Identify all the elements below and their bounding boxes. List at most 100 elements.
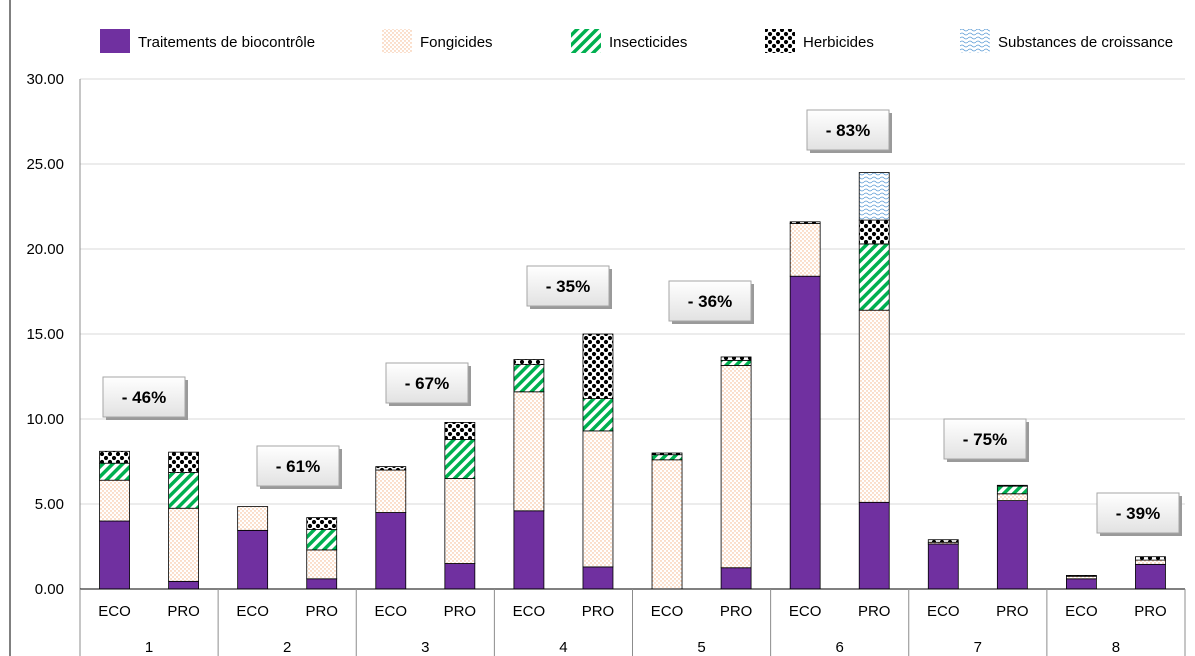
bar-segment-dots-dark <box>513 359 545 365</box>
x-group-label: 5 <box>697 639 705 656</box>
legend-swatch-dots-light <box>382 29 412 53</box>
bar-segment-dots-light <box>375 469 407 513</box>
bar-segment-stripes <box>720 359 752 366</box>
bar-segment-stripes <box>582 398 614 432</box>
bar-segment-dots-light <box>720 365 752 569</box>
bar-segment-stripes <box>996 485 1028 495</box>
bar-segment-dots-dark <box>306 517 338 530</box>
bar-segment-dots-light <box>789 223 821 277</box>
legend-swatch-stripes <box>571 29 601 53</box>
bar-segment-solid <box>996 500 1028 590</box>
bar-segment-dots-light <box>996 493 1028 501</box>
bar-segment-dots-dark <box>1135 556 1166 561</box>
bar-segment-dots-light <box>444 478 476 564</box>
x-group-label: 4 <box>559 639 567 656</box>
bar-segment-solid <box>720 567 752 590</box>
bar-segment-dots-dark <box>582 333 614 399</box>
bar-segment-solid <box>168 580 199 590</box>
bar-segment-dots-light <box>99 479 130 522</box>
bar-segment-dots-dark <box>858 219 890 245</box>
x-subcategory-label: PRO <box>582 603 615 620</box>
bar-segment-solid <box>1066 578 1097 590</box>
x-subcategory-label: PRO <box>858 603 891 620</box>
bar-segment-solid <box>237 529 269 590</box>
bar-segment-dots-light <box>1135 559 1166 565</box>
reduction-callouts: - 46% - 61% - 67% - 35% - 36% - 83% - 75% - 39% <box>102 109 1182 536</box>
legend-swatch-solid <box>100 29 130 53</box>
bar-segment-dots-light <box>582 430 614 568</box>
callout-label: - 61% <box>276 457 320 476</box>
legend-label: Herbicides <box>803 34 874 51</box>
bar-segment-solid <box>1135 563 1166 590</box>
bar-segment-dots-dark <box>927 539 959 543</box>
callout-box <box>1096 492 1180 534</box>
legend-label: Substances de croissance <box>998 34 1173 51</box>
x-group-label: 7 <box>974 639 982 656</box>
callout-box <box>102 376 186 418</box>
bar-segment-dots-light <box>237 506 269 531</box>
x-axis: ECO PRO ECO PRO ECO PRO ECO PRO ECO PRO ECO PRO ECO P… <box>79 588 1186 656</box>
bar-segment-stripes <box>99 462 130 481</box>
bar-segment-stripes <box>168 472 199 509</box>
bar-segment-dots-dark <box>444 421 476 440</box>
callout-label: - 36% <box>688 292 732 311</box>
x-subcategory-label: ECO <box>1065 603 1098 620</box>
x-group-label: 1 <box>145 639 153 656</box>
x-subcategory-label: ECO <box>651 603 684 620</box>
bar-segment-dots-dark <box>99 450 130 464</box>
bar-segment-dots-dark <box>168 451 199 473</box>
callout-box <box>256 445 340 487</box>
x-subcategory-label: PRO <box>167 603 200 620</box>
y-tick-label: 5.00 <box>35 496 64 513</box>
bar-segment-dots-dark <box>789 221 821 224</box>
bar-segment-stripes <box>858 243 890 311</box>
x-group-label: 6 <box>836 639 844 656</box>
legend-label: Insecticides <box>609 34 687 51</box>
bar-segment-dots-dark <box>720 356 752 361</box>
bar-segment-dots-light <box>168 507 199 582</box>
bar-segment-dots-light <box>513 391 545 512</box>
x-subcategory-label: PRO <box>996 603 1029 620</box>
bar-segment-stripes <box>306 529 338 551</box>
legend-swatch-waves <box>960 29 990 53</box>
x-group-label: 3 <box>421 639 429 656</box>
y-tick-label: 30.00 <box>26 71 64 88</box>
x-subcategory-label: PRO <box>720 603 753 620</box>
callout-box <box>385 362 469 404</box>
bar-segment-stripes <box>651 454 683 461</box>
x-subcategory-label: ECO <box>513 603 546 620</box>
bar-segment-solid <box>927 543 959 590</box>
x-subcategory-label: ECO <box>98 603 131 620</box>
bar-segment-solid <box>789 275 821 590</box>
legend-label: Fongicides <box>420 34 493 51</box>
callout-label: - 67% <box>405 374 449 393</box>
callout-label: - 46% <box>122 388 166 407</box>
x-group-label: 8 <box>1112 639 1120 656</box>
bar-segment-stripes <box>513 364 545 393</box>
bar-segment-dots-dark <box>375 466 407 471</box>
x-group-label: 2 <box>283 639 291 656</box>
bar-segment-solid <box>513 510 545 590</box>
callout-box <box>526 265 610 307</box>
bar-segment-dots-dark <box>1066 575 1097 577</box>
callout-label: - 83% <box>826 121 870 140</box>
legend: Traitements de biocontrôle Fongicides Inse… <box>100 29 1173 53</box>
bar-series <box>99 172 1166 590</box>
bar-segment-stripes <box>444 438 476 479</box>
callout-label: - 35% <box>546 277 590 296</box>
bar-segment-solid <box>582 566 614 590</box>
callout-box <box>668 280 752 322</box>
bar-segment-solid <box>858 501 890 590</box>
x-subcategory-label: ECO <box>375 603 408 620</box>
bar-segment-solid <box>99 520 130 590</box>
legend-swatch-dots-dark <box>765 29 795 53</box>
y-tick-label: 0.00 <box>35 581 64 598</box>
x-subcategory-label: PRO <box>1134 603 1167 620</box>
bar-segment-dots-dark <box>996 484 1028 487</box>
callout-box <box>806 109 890 151</box>
x-subcategory-label: ECO <box>236 603 269 620</box>
callout-label: - 39% <box>1116 504 1160 523</box>
callout-box <box>943 418 1027 460</box>
x-subcategory-label: ECO <box>789 603 822 620</box>
